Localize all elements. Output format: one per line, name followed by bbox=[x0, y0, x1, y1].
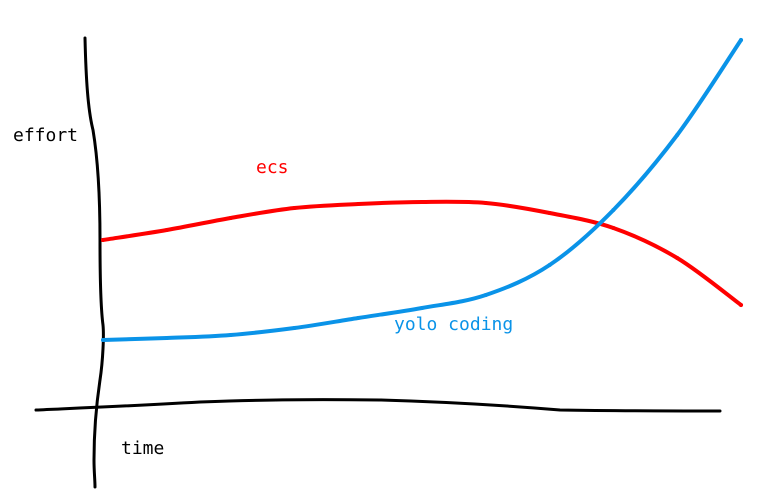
x-axis-line bbox=[34, 398, 722, 413]
series-layer bbox=[101, 38, 743, 342]
data-point-yolo-coding-0 bbox=[101, 338, 105, 342]
series-line-yolo-coding bbox=[101, 38, 743, 342]
x-axis-label: time bbox=[121, 438, 164, 459]
data-point-ecs-4 bbox=[356, 202, 361, 206]
data-point-ecs-9 bbox=[675, 256, 680, 260]
series-label-yolo-coding: yolo coding bbox=[394, 314, 513, 335]
y-axis-line bbox=[83, 36, 105, 489]
data-point-yolo-coding-3 bbox=[292, 326, 297, 330]
data-point-ecs-5 bbox=[420, 200, 424, 204]
data-point-ecs-6 bbox=[483, 201, 488, 205]
data-point-yolo-coding-1 bbox=[164, 336, 169, 340]
series-label-ecs: ecs bbox=[256, 157, 289, 178]
data-point-ecs-3 bbox=[292, 206, 297, 210]
data-point-yolo-coding-10 bbox=[739, 38, 743, 42]
data-point-ecs-7 bbox=[547, 211, 552, 215]
data-point-yolo-coding-5 bbox=[420, 306, 424, 310]
data-point-ecs-8 bbox=[611, 226, 616, 230]
data-point-ecs-0 bbox=[101, 238, 105, 242]
data-point-yolo-coding-6 bbox=[483, 293, 488, 297]
data-point-yolo-coding-8 bbox=[611, 208, 616, 212]
data-point-yolo-coding-7 bbox=[547, 263, 552, 267]
data-point-yolo-coding-4 bbox=[356, 316, 361, 320]
data-point-ecs-10 bbox=[739, 303, 743, 307]
data-point-yolo-coding-9 bbox=[675, 133, 680, 137]
y-axis-label: effort bbox=[13, 125, 78, 146]
data-point-yolo-coding-2 bbox=[228, 333, 233, 337]
data-point-ecs-2 bbox=[228, 216, 233, 220]
data-point-ecs-1 bbox=[164, 228, 169, 232]
